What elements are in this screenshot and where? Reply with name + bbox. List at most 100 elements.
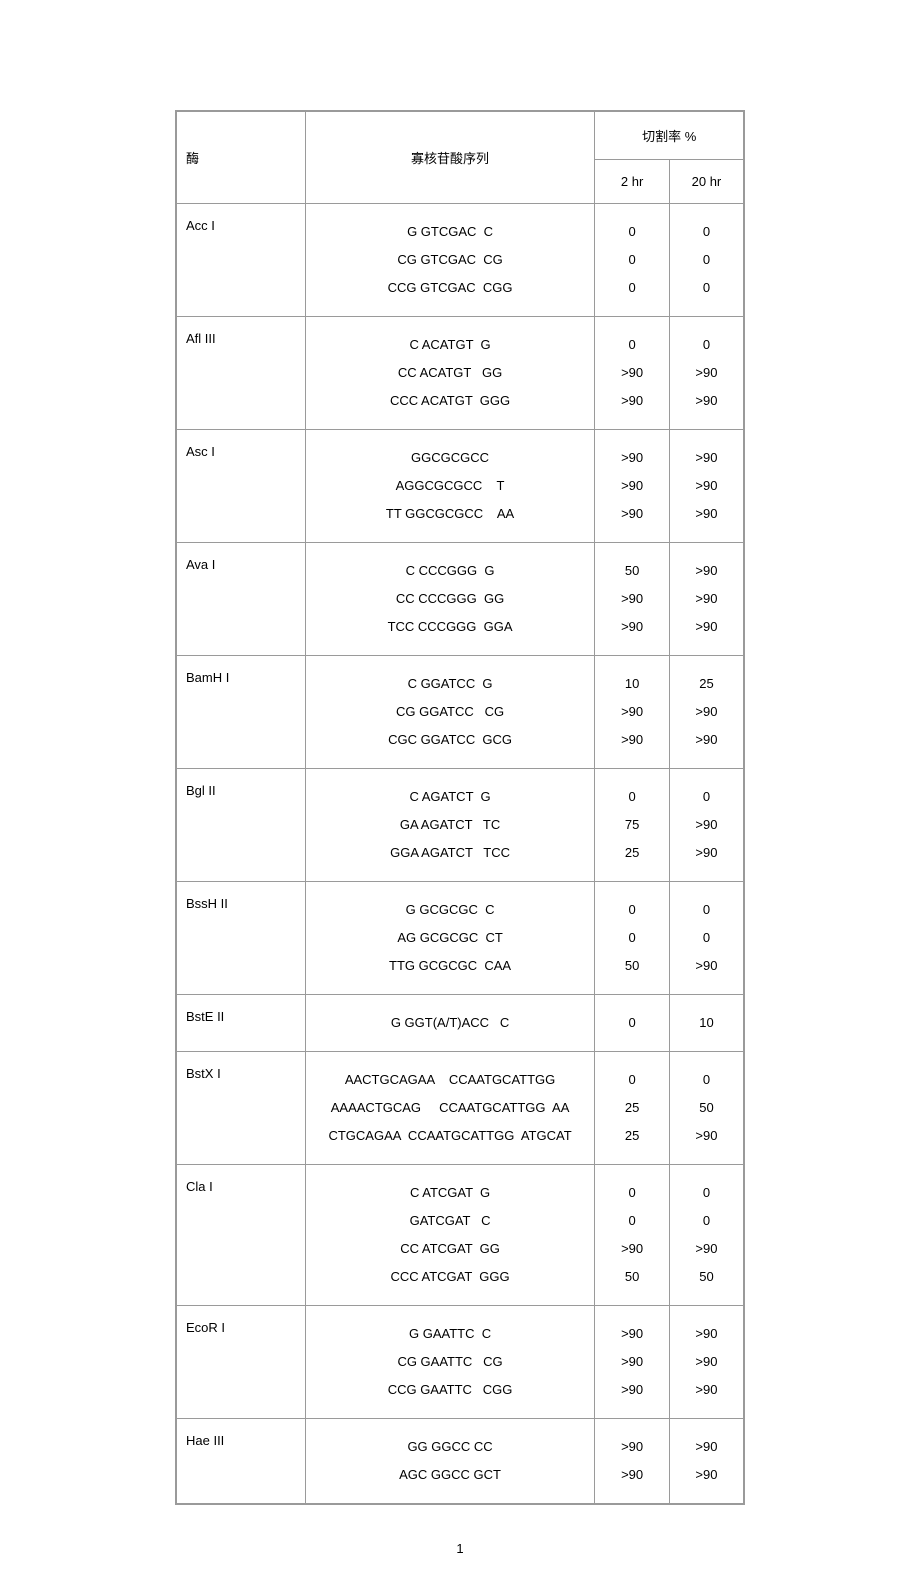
- cell-2hr-line: >90: [599, 1235, 665, 1263]
- cell-20hr: 0>90>90: [669, 769, 744, 882]
- cell-sequence: G GAATTC CCG GAATTC CGCCG GAATTC CGG: [305, 1306, 595, 1419]
- cell-sequence-line: G GCGCGC C: [310, 896, 591, 924]
- cell-sequence-line: G GTCGAC C: [310, 218, 591, 246]
- cell-sequence-line: GA AGATCT TC: [310, 811, 591, 839]
- cell-2hr-line: >90: [599, 444, 665, 472]
- cell-sequence-line: GG GGCC CC: [310, 1433, 591, 1461]
- cell-2hr-line: 25: [599, 1122, 665, 1150]
- cell-2hr-line: 75: [599, 811, 665, 839]
- cell-20hr-line: 0: [674, 924, 739, 952]
- cell-sequence-line: C GGATCC G: [310, 670, 591, 698]
- cell-2hr-line: 10: [599, 670, 665, 698]
- cell-enzyme: Afl III: [176, 317, 305, 430]
- cell-2hr: 0050: [595, 882, 670, 995]
- table-header: 酶 寡核苷酸序列 切割率 % 2 hr 20 hr: [176, 111, 744, 204]
- cell-2hr-line: 0: [599, 924, 665, 952]
- table-row: EcoR IG GAATTC CCG GAATTC CGCCG GAATTC C…: [176, 1306, 744, 1419]
- cell-20hr-line: 0: [674, 1066, 739, 1094]
- cell-2hr: 000: [595, 204, 670, 317]
- cell-sequence-line: AGC GGCC GCT: [310, 1461, 591, 1489]
- cell-sequence-line: AG GCGCGC CT: [310, 924, 591, 952]
- cell-sequence-line: CGC GGATCC GCG: [310, 726, 591, 754]
- cell-2hr-line: 0: [599, 1066, 665, 1094]
- cell-enzyme: BstE II: [176, 995, 305, 1052]
- cell-sequence-line: G GGT(A/T)ACC C: [310, 1009, 591, 1037]
- cell-20hr-line: >90: [674, 1376, 739, 1404]
- cell-20hr-line: 25: [674, 670, 739, 698]
- cell-20hr-line: >90: [674, 500, 739, 528]
- cell-20hr-line: 0: [674, 896, 739, 924]
- cell-sequence-line: CG GGATCC CG: [310, 698, 591, 726]
- cell-2hr: 10>90>90: [595, 656, 670, 769]
- cell-2hr-line: >90: [599, 1348, 665, 1376]
- table-row: BstX IAACTGCAGAA CCAATGCATTGGAAAACTGCAG …: [176, 1052, 744, 1165]
- cell-20hr-line: 0: [674, 246, 739, 274]
- cell-sequence-line: GGCGCGCC: [310, 444, 591, 472]
- table-row: BamH IC GGATCC GCG GGATCC CGCGC GGATCC G…: [176, 656, 744, 769]
- cell-20hr-line: >90: [674, 952, 739, 980]
- cell-sequence-line: C AGATCT G: [310, 783, 591, 811]
- cell-enzyme: BssH II: [176, 882, 305, 995]
- cell-sequence: C ATCGAT GGATCGAT CCC ATCGAT GGCCC ATCGA…: [305, 1165, 595, 1306]
- cell-sequence-line: C CCCGGG G: [310, 557, 591, 585]
- cell-2hr-line: >90: [599, 500, 665, 528]
- cell-enzyme: Hae III: [176, 1419, 305, 1505]
- cell-20hr-line: >90: [674, 585, 739, 613]
- cell-20hr-line: 50: [674, 1094, 739, 1122]
- cell-sequence-line: CCG GAATTC CGG: [310, 1376, 591, 1404]
- table-row: Hae IIIGG GGCC CCAGC GGCC GCT>90>90>90>9…: [176, 1419, 744, 1505]
- cell-sequence-line: CCC ATCGAT GGG: [310, 1263, 591, 1291]
- cell-sequence-line: TTG GCGCGC CAA: [310, 952, 591, 980]
- cell-2hr: 0: [595, 995, 670, 1052]
- cell-sequence: C ACATGT GCC ACATGT GGCCC ACATGT GGG: [305, 317, 595, 430]
- table-row: BssH IIG GCGCGC CAG GCGCGC CTTTG GCGCGC …: [176, 882, 744, 995]
- cell-20hr-line: 0: [674, 1207, 739, 1235]
- cell-sequence-line: AACTGCAGAA CCAATGCATTGG: [310, 1066, 591, 1094]
- cell-20hr-line: >90: [674, 698, 739, 726]
- cell-2hr-line: >90: [599, 387, 665, 415]
- cell-20hr: 0>90>90: [669, 317, 744, 430]
- cell-sequence: C CCCGGG GCC CCCGGG GGTCC CCCGGG GGA: [305, 543, 595, 656]
- table-row: Asc IGGCGCGCCAGGCGCGCC TTT GGCGCGCC AA>9…: [176, 430, 744, 543]
- cell-20hr: >90>90>90: [669, 543, 744, 656]
- table-row: Ava IC CCCGGG GCC CCCGGG GGTCC CCCGGG GG…: [176, 543, 744, 656]
- cell-2hr-line: >90: [599, 472, 665, 500]
- cell-2hr-line: >90: [599, 726, 665, 754]
- cell-sequence: G GTCGAC CCG GTCGAC CGCCG GTCGAC CGG: [305, 204, 595, 317]
- table-body: Acc IG GTCGAC CCG GTCGAC CGCCG GTCGAC CG…: [176, 204, 744, 1505]
- cell-20hr-line: >90: [674, 1348, 739, 1376]
- cell-enzyme: Asc I: [176, 430, 305, 543]
- cell-2hr-line: 25: [599, 1094, 665, 1122]
- table-row: Bgl IIC AGATCT GGA AGATCT TCGGA AGATCT T…: [176, 769, 744, 882]
- cell-enzyme: Acc I: [176, 204, 305, 317]
- cell-sequence-line: AGGCGCGCC T: [310, 472, 591, 500]
- col-subheader-2hr: 2 hr: [595, 160, 670, 204]
- cell-20hr-line: >90: [674, 811, 739, 839]
- col-header-cutrate: 切割率 %: [595, 111, 744, 160]
- cell-20hr-line: >90: [674, 839, 739, 867]
- table-row: Afl IIIC ACATGT GCC ACATGT GGCCC ACATGT …: [176, 317, 744, 430]
- cell-20hr-line: >90: [674, 1235, 739, 1263]
- cell-2hr-line: >90: [599, 698, 665, 726]
- cell-sequence: C GGATCC GCG GGATCC CGCGC GGATCC GCG: [305, 656, 595, 769]
- cell-20hr: 00>90: [669, 882, 744, 995]
- cell-enzyme: Cla I: [176, 1165, 305, 1306]
- cell-sequence-line: C ACATGT G: [310, 331, 591, 359]
- cell-2hr-line: >90: [599, 1433, 665, 1461]
- cell-sequence: AACTGCAGAA CCAATGCATTGGAAAACTGCAG CCAATG…: [305, 1052, 595, 1165]
- cell-20hr-line: 50: [674, 1263, 739, 1291]
- cell-20hr: >90>90>90: [669, 430, 744, 543]
- cell-sequence-line: GATCGAT C: [310, 1207, 591, 1235]
- enzyme-cleavage-table: 酶 寡核苷酸序列 切割率 % 2 hr 20 hr Acc IG GTCGAC …: [175, 110, 745, 1505]
- cell-enzyme: BstX I: [176, 1052, 305, 1165]
- cell-2hr: 07525: [595, 769, 670, 882]
- cell-sequence: G GCGCGC CAG GCGCGC CTTTG GCGCGC CAA: [305, 882, 595, 995]
- cell-2hr-line: 0: [599, 1009, 665, 1037]
- cell-2hr-line: 0: [599, 274, 665, 302]
- cell-20hr-line: 10: [674, 1009, 739, 1037]
- cell-20hr: 25>90>90: [669, 656, 744, 769]
- cell-20hr-line: >90: [674, 613, 739, 641]
- cell-enzyme: Bgl II: [176, 769, 305, 882]
- cell-20hr-line: 0: [674, 331, 739, 359]
- cell-20hr-line: >90: [674, 726, 739, 754]
